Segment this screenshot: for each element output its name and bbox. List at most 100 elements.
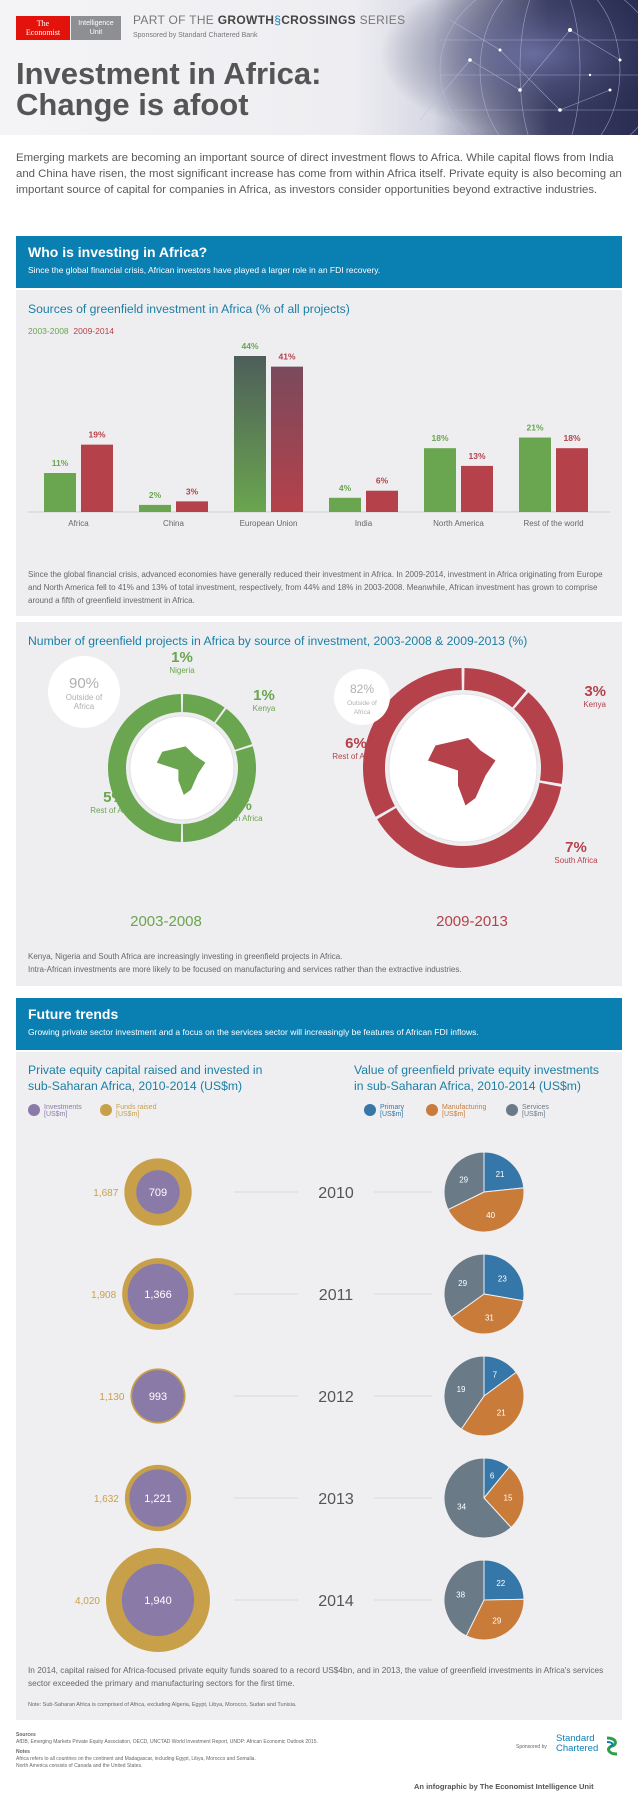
africa-map-icon — [156, 746, 206, 795]
section2-band: Future trends Growing private sector inv… — [16, 998, 622, 1050]
outside-africa-label: Outside of — [66, 693, 103, 702]
africa-map-icon — [428, 738, 496, 806]
globe-outline — [129, 715, 235, 821]
donut-slice-rest-of-africa — [108, 694, 182, 842]
year-label: 2013 — [318, 1491, 354, 1508]
future-note-small: Note: Sub-Saharan Africa is comprised of… — [28, 1702, 297, 1708]
bar-2009-2014-africa — [81, 444, 113, 512]
bar-2003-2008-africa — [44, 473, 76, 512]
footer-credit: An infographic by The Economist Intellig… — [414, 1782, 594, 1791]
section1-band: Who is investing in Africa? Since the gl… — [16, 236, 622, 288]
pie-slice-services — [443, 1253, 485, 1319]
sponsor-line: Sponsored by Standard Chartered Bank — [133, 32, 258, 39]
header-banner: The Economist Intelligence Unit PART OF … — [0, 0, 638, 135]
investment-value-label: 1,940 — [144, 1595, 172, 1607]
legend-primary: Primary [US$m] — [380, 1104, 405, 1118]
footer-sources: Sources AfDB, Emerging Markets Private E… — [16, 1732, 318, 1769]
pie-value-label: 40 — [486, 1211, 495, 1220]
bar-2003-2008-european-union — [234, 356, 266, 512]
bar-value-label: 41% — [278, 352, 295, 362]
bar-value-label: 18% — [563, 433, 580, 443]
page-title: Investment in Africa: Change is afoot — [16, 56, 322, 122]
bar-2009-2014-china — [176, 501, 208, 512]
pie-slice-services — [443, 1355, 485, 1430]
investment-bubble — [127, 1263, 189, 1325]
legend-investments: Investments [US$m] — [44, 1104, 82, 1118]
bar-value-label: 18% — [431, 433, 448, 443]
pie-value-label: 29 — [459, 1175, 468, 1184]
donut-slice-nigeria — [182, 694, 225, 723]
donut-pct-label: 5% — [103, 789, 125, 806]
pie-slice-manufacturing — [447, 1187, 525, 1233]
category-label: China — [163, 519, 184, 528]
future-trends-chart: 709 1,687 2010 21 40 29 1,366 1,908 2011 23 31 29 99… — [75, 1151, 525, 1652]
outside-africa-label: Africa — [354, 709, 371, 716]
pie-value-label: 29 — [492, 1616, 501, 1625]
bar-legend: 2003-2008 2009-2014 — [28, 326, 114, 336]
funds-value-label: 1,687 — [93, 1188, 118, 1199]
bar-chart-panel: Sources of greenfield investment in Afri… — [16, 290, 622, 616]
bar-2003-2008-china — [139, 504, 171, 512]
pie-value-label: 22 — [496, 1579, 505, 1588]
donut-slice-south-africa — [182, 746, 256, 842]
bar-chart-note: Since the global financial crisis, advan… — [28, 570, 603, 605]
pie-slice-primary — [483, 1151, 525, 1193]
donut-region-label: Rest of Africa — [90, 806, 138, 815]
donut-pct-label: 3% — [584, 683, 606, 700]
donut-note: Kenya, Nigeria and South Africa are incr… — [28, 952, 462, 974]
category-label: Rest of the world — [523, 519, 583, 528]
donut-chart-title: Number of greenfield projects in Africa … — [28, 634, 528, 648]
outside-africa-label: Outside of — [347, 700, 377, 707]
category-label: India — [355, 519, 373, 528]
investments-swatch — [28, 1104, 40, 1116]
standard-chartered-icon — [606, 1736, 618, 1756]
bar-value-label: 21% — [526, 423, 543, 433]
bar-2003-2008-india — [329, 497, 361, 512]
globe-outline — [388, 693, 538, 843]
funds-value-label: 1,632 — [94, 1494, 119, 1505]
bar-value-label: 11% — [52, 458, 69, 468]
donut-slice-south-africa — [377, 782, 562, 868]
network-globe-graphic — [380, 0, 638, 135]
bar-value-label: 4% — [339, 483, 352, 493]
pie-slice-services — [443, 1559, 485, 1637]
investment-bubble — [132, 1370, 184, 1422]
future-note: In 2014, capital raised for Africa-focus… — [28, 1665, 604, 1688]
primary-swatch — [364, 1104, 376, 1116]
outside-africa-pct: 82% — [350, 682, 374, 696]
bar-value-label: 6% — [376, 476, 389, 486]
bar-2009-2014-north-america — [461, 465, 493, 512]
pie-value-label: 29 — [458, 1279, 467, 1288]
crossings-icon: § — [274, 13, 282, 27]
footer-sponsored-by: Sponsored by — [516, 1744, 547, 1750]
bar-2003-2008-rest-of-the-world — [519, 437, 551, 512]
donut-pct-label: 6% — [345, 735, 367, 752]
section2-subheading: Growing private sector investment and a … — [28, 1027, 479, 1037]
donut-panel: Number of greenfield projects in Africa … — [16, 622, 622, 986]
pie-slice-services — [443, 1457, 512, 1539]
funds-value-label: 1,908 — [91, 1290, 116, 1301]
pie-slice-manufacturing — [465, 1598, 525, 1641]
bar-2009-2014-rest-of-the-world — [556, 448, 588, 512]
donut-region-label: South Africa — [554, 856, 598, 865]
investment-bubble — [136, 1170, 180, 1214]
bar-2009-2014-india — [366, 490, 398, 512]
donut-region-label: South Africa — [219, 814, 263, 823]
pe-value-title: Value of greenfield private equity inves… — [354, 1063, 600, 1093]
pe-value-legend: Primary [US$m] Manufacturing [US$m] Servic… — [364, 1104, 614, 1128]
pie-value-label: 6 — [490, 1471, 495, 1480]
bar-value-label: 44% — [241, 341, 258, 351]
legend-2003-2008: 2003-2008 — [28, 326, 69, 336]
donut-pct-label: 3% — [230, 797, 252, 814]
pie-value-label: 21 — [496, 1170, 505, 1179]
donut-region-label: Kenya — [253, 704, 276, 713]
funds-swatch — [100, 1104, 112, 1116]
period-label: 2009-2013 — [436, 913, 508, 930]
pie-slice-primary — [483, 1253, 525, 1302]
pie-value-label: 19 — [457, 1385, 466, 1394]
outside-africa-bubble — [334, 669, 390, 725]
donut-slice-kenya — [514, 692, 563, 784]
period-label: 2003-2008 — [130, 913, 202, 930]
intro-paragraph: Emerging markets are becoming an importa… — [16, 152, 622, 196]
